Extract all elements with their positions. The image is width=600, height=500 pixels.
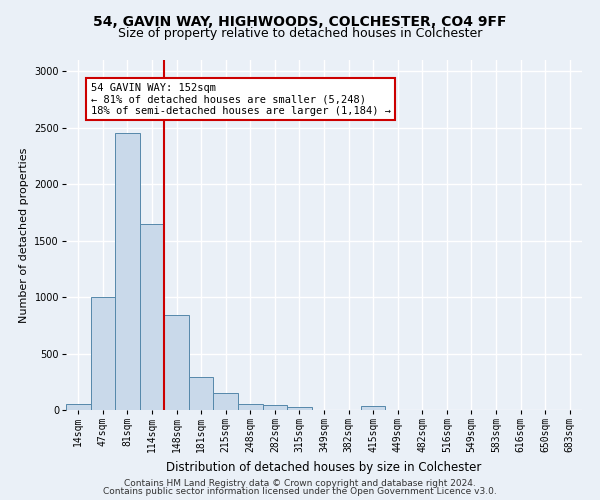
Bar bbox=[361, 406, 385, 410]
Y-axis label: Number of detached properties: Number of detached properties bbox=[19, 148, 29, 322]
Bar bbox=[189, 378, 214, 410]
Bar bbox=[66, 404, 91, 410]
Bar bbox=[115, 134, 140, 410]
Bar bbox=[238, 404, 263, 410]
Bar bbox=[214, 393, 238, 410]
Bar bbox=[140, 224, 164, 410]
Text: 54 GAVIN WAY: 152sqm
← 81% of detached houses are smaller (5,248)
18% of semi-de: 54 GAVIN WAY: 152sqm ← 81% of detached h… bbox=[91, 82, 391, 116]
Bar bbox=[263, 406, 287, 410]
X-axis label: Distribution of detached houses by size in Colchester: Distribution of detached houses by size … bbox=[166, 460, 482, 473]
Bar bbox=[287, 406, 312, 410]
Text: Size of property relative to detached houses in Colchester: Size of property relative to detached ho… bbox=[118, 28, 482, 40]
Bar bbox=[91, 297, 115, 410]
Text: Contains HM Land Registry data © Crown copyright and database right 2024.: Contains HM Land Registry data © Crown c… bbox=[124, 478, 476, 488]
Bar bbox=[164, 315, 189, 410]
Text: 54, GAVIN WAY, HIGHWOODS, COLCHESTER, CO4 9FF: 54, GAVIN WAY, HIGHWOODS, COLCHESTER, CO… bbox=[93, 15, 507, 29]
Text: Contains public sector information licensed under the Open Government Licence v3: Contains public sector information licen… bbox=[103, 487, 497, 496]
